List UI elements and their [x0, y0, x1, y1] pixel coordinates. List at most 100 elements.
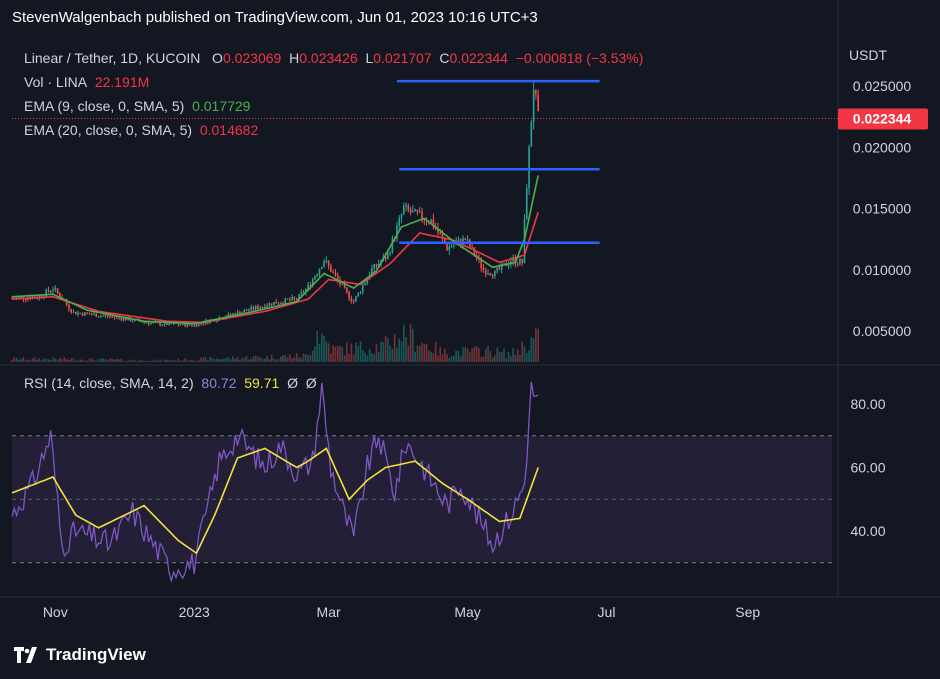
candle-up — [318, 268, 321, 275]
volume-bar — [145, 361, 148, 362]
volume-bar — [245, 356, 248, 362]
candle-down — [384, 256, 387, 259]
volume-bar — [373, 354, 375, 362]
symbol-legend[interactable]: Linear / Tether, 1D, KUCOIN O0.023069 H0… — [24, 50, 643, 66]
candle-up — [186, 323, 189, 327]
candle-down — [423, 219, 426, 221]
volume-bar — [453, 355, 455, 362]
volume-bar — [389, 345, 391, 362]
rsi-legend[interactable]: RSI (14, close, SMA, 14, 2) 80.72 59.71 … — [24, 375, 317, 391]
volume-bar — [81, 359, 84, 362]
volume-bar — [443, 348, 446, 362]
candle-up — [512, 257, 514, 262]
volume-bar — [77, 360, 79, 362]
candle-up — [457, 239, 460, 243]
candle-up — [405, 205, 407, 207]
price-tick-label: 0.025000 — [853, 78, 912, 94]
volume-bar — [505, 358, 508, 362]
candle-down — [484, 270, 487, 275]
volume-bar — [325, 341, 328, 362]
ema9-legend[interactable]: EMA (9, close, 0, SMA, 5) 0.017729 — [24, 98, 250, 114]
volume-bar — [254, 355, 257, 362]
volume-bar — [421, 342, 423, 362]
volume-bar — [339, 345, 341, 362]
close-label: C — [439, 50, 450, 66]
candle-down — [446, 243, 448, 251]
volume-bar — [428, 350, 430, 362]
candle-up — [100, 315, 102, 317]
volume-bar — [412, 329, 414, 362]
candle-down — [109, 316, 111, 318]
volume-bar — [459, 356, 462, 362]
volume-bar — [423, 343, 426, 362]
volume-bar — [279, 356, 282, 362]
volume-bar — [391, 349, 394, 362]
volume-bar — [13, 357, 16, 362]
horizontal-levels[interactable] — [396, 79, 600, 245]
candle-up — [359, 291, 362, 293]
volume-bar — [61, 359, 63, 362]
volume-bar — [79, 359, 82, 362]
volume-bar — [109, 358, 111, 362]
candle-down — [441, 234, 444, 239]
volume-bar — [346, 342, 348, 362]
volume-bar — [361, 350, 364, 362]
volume-bar — [380, 341, 382, 362]
rsi-tick-label: 80.00 — [850, 396, 885, 412]
candle-down — [118, 316, 120, 318]
candle-up — [93, 313, 95, 315]
volume-bar — [498, 351, 501, 362]
candle-down — [491, 275, 494, 277]
rsi-tick-label: 60.00 — [850, 460, 885, 476]
candle-up — [450, 246, 453, 248]
volume-bar — [516, 349, 519, 362]
volume-bar — [111, 358, 114, 362]
volume-bar — [122, 360, 125, 362]
volume-bar — [348, 354, 350, 362]
candle-up — [325, 260, 328, 262]
volume-bar — [466, 348, 469, 362]
candle-up — [236, 311, 239, 316]
tradingview-logo[interactable]: TradingView — [14, 645, 146, 665]
volume-bar — [402, 324, 405, 362]
ema20-legend[interactable]: EMA (20, close, 0, SMA, 5) 0.014682 — [24, 122, 258, 138]
volume-bar — [24, 359, 27, 362]
volume-bar — [425, 343, 428, 362]
volume-bar — [161, 360, 164, 362]
price-tick-label: 0.015000 — [853, 201, 912, 217]
volume-bar — [154, 359, 157, 362]
volume-bar — [291, 358, 293, 362]
candle-up — [398, 218, 401, 226]
volume-bar — [266, 355, 268, 362]
volume-label: Vol · LINA — [24, 74, 88, 90]
volume-bar — [462, 347, 464, 362]
symbol-name: Linear / Tether, 1D, KUCOIN — [24, 50, 201, 66]
candle-up — [131, 320, 134, 322]
volume-bar — [489, 351, 492, 362]
volume-bar — [396, 347, 398, 362]
ema20-value: 0.014682 — [199, 122, 259, 138]
volume-bar — [166, 359, 168, 362]
candle-down — [125, 317, 127, 321]
candle-up — [373, 264, 375, 269]
candle-up — [122, 317, 125, 321]
candle-up — [152, 322, 155, 324]
volume-bar — [102, 358, 104, 362]
volume-bar — [141, 359, 143, 362]
volume-bar — [275, 359, 278, 362]
candle-down — [489, 273, 492, 276]
candle-down — [498, 268, 501, 270]
candle-down — [202, 323, 205, 325]
volume-bar — [204, 357, 207, 362]
candle-down — [120, 317, 123, 321]
volume-bar — [86, 360, 88, 362]
candle-up — [54, 288, 57, 290]
volume-bar — [70, 358, 73, 362]
volume-bar — [170, 360, 173, 362]
ema9-value: 0.017729 — [192, 98, 251, 114]
candle-up — [316, 274, 319, 277]
candle-down — [330, 265, 332, 273]
candle-down — [59, 293, 61, 298]
volume-legend[interactable]: Vol · LINA 22.191M — [24, 74, 149, 90]
ema-lines — [11, 175, 539, 325]
